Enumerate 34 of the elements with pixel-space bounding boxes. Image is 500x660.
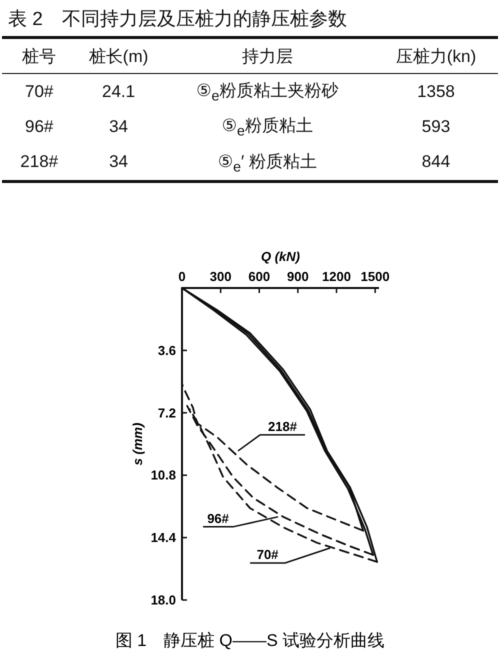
text: 34: [76, 144, 161, 182]
text: 桩长(m): [76, 38, 161, 74]
text: 桩号: [2, 38, 76, 74]
caption: 图 1 静压桩 Q——S 试验分析曲线: [115, 631, 385, 650]
text: 593: [420, 116, 452, 138]
annotation: 96#: [207, 510, 230, 526]
text: 70#: [24, 80, 54, 103]
text: 24.1: [101, 80, 136, 103]
text: 34: [108, 116, 129, 138]
annotation: 218#: [268, 418, 298, 434]
x-tick-label: 0: [178, 269, 186, 284]
y-tick-label: 18.0: [150, 592, 176, 608]
text: ⑤$_{e}$′ 粉质粘土: [160, 144, 374, 182]
x-tick-label: 600: [248, 269, 270, 284]
text: ⑤$_{e}$粉质粘土: [220, 115, 314, 142]
y-axis-title: s (mm): [130, 422, 145, 466]
y-tick-label: 7.2: [158, 405, 176, 420]
text: 压桩力(kn): [374, 38, 498, 74]
y-tick-label: 10.8: [150, 468, 176, 483]
x-axis-title: Q (kN): [261, 249, 300, 264]
text: 持力层: [160, 38, 374, 74]
text: 1358: [416, 80, 456, 103]
y-tick-label: 14.4: [150, 530, 177, 546]
x-tick-label: 1200: [322, 269, 351, 284]
text: 844: [374, 144, 498, 182]
annotation: 70#: [256, 547, 280, 562]
x-tick-label: 300: [210, 269, 232, 284]
x-tick-label: 900: [287, 269, 309, 284]
text: ⑤$_{e}$粉质粘土夹粉砂: [195, 80, 340, 106]
y-tick-label: 3.6: [158, 342, 176, 358]
text: 表 2 不同持力层及压桩力的静压桩参数: [7, 8, 348, 32]
text: 218#: [2, 144, 76, 182]
x-tick-label: 1500: [360, 269, 390, 284]
text: 96#: [24, 116, 54, 138]
